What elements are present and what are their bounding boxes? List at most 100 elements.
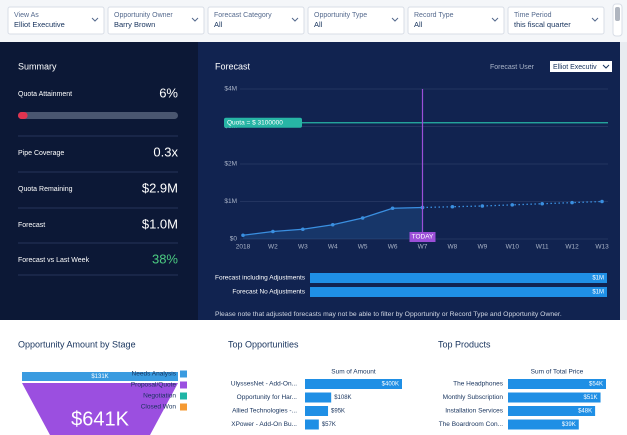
scroll-thumb[interactable]: [615, 7, 620, 21]
bar-label: UlyssesNet - Add-On...: [231, 381, 297, 388]
axis-label: Sum of Amount: [331, 369, 376, 376]
y-tick-label: $0: [230, 236, 238, 243]
progress-bar: [18, 112, 28, 119]
x-tick-label: W2: [268, 244, 278, 251]
bar-value: $108K: [334, 395, 351, 401]
filter-box[interactable]: [407, 6, 505, 35]
forecast-user-select[interactable]: [550, 61, 612, 72]
forecast-user-label: Forecast User: [490, 64, 535, 71]
metric-label: Pipe Coverage: [18, 150, 64, 157]
bar: [508, 379, 606, 389]
bar-label: Opportunity for Har...: [237, 394, 298, 401]
bar: [305, 392, 332, 403]
legend-label: Needs Analysis: [132, 371, 177, 378]
x-tick-label: W3: [298, 244, 308, 251]
quota-label-box: [224, 117, 302, 128]
bar-label: XPower - Add-On Bu...: [231, 421, 297, 428]
bar: [310, 287, 607, 297]
bar: [508, 419, 579, 430]
metric-label: Forecast: [18, 222, 45, 229]
funnel-value: $641K: [71, 408, 129, 430]
chart-title: Top Products: [438, 339, 491, 349]
legend-swatch: [180, 370, 187, 378]
point: [540, 201, 544, 206]
chevron: [391, 17, 399, 22]
x-tick-label: W11: [536, 244, 549, 251]
x-tick-label: W9: [477, 244, 487, 251]
filter-box[interactable]: [507, 6, 605, 35]
bar-value: $400K: [382, 382, 399, 388]
x-tick-label: W7: [418, 244, 428, 251]
metric-value: $1.0M: [142, 216, 178, 231]
x-tick-label: W5: [358, 244, 368, 251]
bar: [305, 379, 402, 389]
bar-label: Forecast No Adjustments: [232, 289, 305, 296]
chart-title: Opportunity Amount by Stage: [18, 339, 136, 349]
legend-label: Closed Won: [141, 404, 177, 411]
bar-label: Installation Services: [445, 408, 504, 415]
bar: [305, 419, 319, 430]
note: Please note that adjusted forecasts may …: [215, 311, 562, 318]
point: [510, 203, 515, 207]
legend-label: Proposal/Quote: [131, 382, 177, 389]
filter-label: Opportunity Owner: [114, 12, 173, 19]
bar: [310, 273, 607, 283]
bar-value: $1M: [592, 276, 604, 282]
filter-value: Elliot Executive: [14, 20, 65, 29]
filter-label: Opportunity Type: [314, 12, 367, 19]
metric-value: $2.9M: [142, 180, 178, 195]
bar-label: Monthly Subscription: [443, 394, 504, 401]
chart-title: Top Opportunities: [228, 339, 299, 349]
chevron: [91, 17, 99, 22]
metric-value: 38%: [152, 251, 178, 266]
bar-label: Allied Technologies -...: [232, 408, 297, 415]
point: [301, 227, 305, 232]
point: [600, 199, 604, 204]
axis-label: Sum of Total Price: [531, 369, 584, 376]
filter-value: this fiscal quarter: [514, 20, 571, 29]
x-tick-label: W6: [388, 244, 398, 251]
filter-box[interactable]: [107, 6, 205, 35]
bar-value: $1M: [592, 290, 604, 296]
filter-box[interactable]: [307, 6, 405, 35]
filter-label: Time Period: [514, 12, 552, 19]
today-box: [409, 232, 436, 242]
bar: [508, 406, 596, 416]
today-label: TODAY: [412, 234, 434, 241]
x-tick-label: W8: [448, 244, 458, 251]
filter-value: Barry Brown: [114, 20, 155, 29]
bar-label: The Headphones: [453, 381, 504, 388]
metric-value: 6%: [159, 85, 178, 100]
legend-swatch: [180, 392, 187, 400]
filter-box[interactable]: [207, 6, 305, 35]
chevron: [591, 17, 599, 22]
point: [450, 204, 455, 209]
chevron: [291, 17, 299, 22]
point: [241, 233, 245, 238]
bar-label: The Boardroom Con...: [439, 421, 504, 428]
progress-track: [18, 112, 178, 119]
point: [480, 204, 485, 208]
edge: [620, 42, 627, 320]
filter-value: All: [414, 20, 423, 29]
legend-label: Negotiation: [143, 393, 176, 400]
metric-label: Quota Attainment: [18, 91, 72, 98]
point: [570, 200, 574, 205]
filter-label: Record Type: [414, 12, 454, 19]
bar-value: $57K: [322, 422, 336, 428]
chevron: [491, 17, 499, 22]
point: [330, 222, 335, 227]
bar-label: Forecast including Adjustments: [215, 275, 306, 282]
filter-box[interactable]: [7, 6, 105, 35]
funnel-segment: [22, 383, 178, 435]
point: [390, 206, 395, 211]
y-tick-label: $1M: [224, 198, 237, 205]
legend-swatch: [180, 381, 187, 389]
bar-value: $51K: [584, 395, 598, 401]
x-tick-label: W13: [595, 244, 609, 251]
metric-value: 0.3x: [153, 144, 178, 159]
bar-value: $95K: [331, 409, 345, 415]
chevron: [602, 64, 610, 69]
funnel-value: $131K: [91, 374, 108, 380]
summary-title: Summary: [18, 61, 57, 71]
